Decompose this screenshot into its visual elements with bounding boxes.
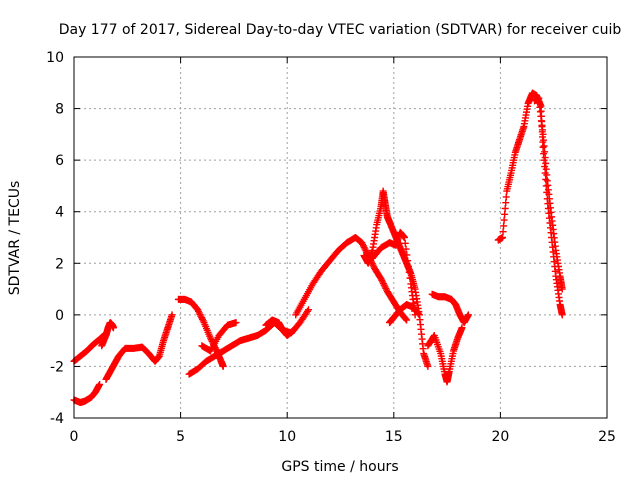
series-arc-7 <box>198 319 240 355</box>
series-arc-2 <box>70 380 104 407</box>
series-arc-15 <box>494 89 566 319</box>
series-arc-12 <box>386 301 423 327</box>
point-arc-6-13-7 <box>303 307 311 315</box>
point-arc-15-11-5 <box>542 175 550 183</box>
point-arc-9-11-2 <box>379 278 387 286</box>
point-arc-9-11-0 <box>377 275 385 283</box>
x-tick-label-10: 10 <box>278 429 296 445</box>
series-arc-1 <box>70 331 108 365</box>
point-arc-11-5-6 <box>405 268 413 276</box>
x-tick-labels: 0 5 10 15 20 25 <box>70 429 616 445</box>
y-axis-label: SDTVAR / TECUs <box>7 181 23 296</box>
point-arc-16-7-0 <box>558 285 566 293</box>
point-arc-9-11-3 <box>379 280 387 288</box>
y-tick-label-6: 6 <box>55 153 64 169</box>
point-arc-9-8-4 <box>361 245 369 253</box>
point-arc-7-4-0 <box>232 319 240 327</box>
x-tick-label-20: 20 <box>491 429 509 445</box>
point-arc-11-5-0 <box>400 234 408 241</box>
y-tick-label--2: -2 <box>50 359 64 375</box>
point-arc-11-5-7 <box>406 274 414 282</box>
series-arc-4 <box>102 311 176 383</box>
y-tick-labels: -4 -2 0 2 4 6 8 10 <box>46 50 64 427</box>
point-arc-11-5-4 <box>404 257 412 265</box>
x-axis-label: GPS time / hours <box>281 459 398 475</box>
y-tick-label-4: 4 <box>55 205 64 221</box>
series-arc-8 <box>262 316 298 339</box>
point-arc-5-3-6 <box>198 315 206 323</box>
point-arc-11-5-5 <box>404 263 412 271</box>
point-arc-9-8-2 <box>359 242 367 250</box>
point-arc-10-17-0 <box>424 362 432 370</box>
point-arc-9-8-5 <box>362 247 370 255</box>
grid-lines <box>74 57 607 418</box>
x-tick-label-15: 15 <box>385 429 403 445</box>
y-tick-label-10: 10 <box>46 50 64 66</box>
series-arc-3 <box>98 319 117 350</box>
y-tick-label-0: 0 <box>55 308 64 324</box>
point-arc-5-3-4 <box>197 312 205 320</box>
point-arc-9-11-5 <box>381 283 389 291</box>
point-arc-15-11-0 <box>539 143 547 151</box>
point-arc-3-5-0 <box>109 324 117 332</box>
point-arc-5-3-5 <box>198 314 206 322</box>
point-arc-13-7-0 <box>464 311 472 319</box>
point-arc-9-14-7 <box>402 315 410 323</box>
point-arc-11-5-2 <box>402 245 410 253</box>
point-arc-9-15-0 <box>403 316 411 324</box>
x-tick-label-0: 0 <box>70 429 79 445</box>
point-arc-14-8-0 <box>458 324 466 332</box>
y-tick-label--4: -4 <box>50 411 64 427</box>
y-tick-label-2: 2 <box>55 256 64 272</box>
point-arc-9-8-3 <box>360 243 368 251</box>
series-arc-16 <box>531 94 566 293</box>
point-arc-2-5-0 <box>96 380 104 388</box>
plot-frame <box>73 56 608 419</box>
x-tick-label-25: 25 <box>598 429 616 445</box>
point-arc-5-3-1 <box>194 307 202 315</box>
point-arc-5-3-7 <box>199 317 207 325</box>
point-arc-11-5-1 <box>401 239 409 247</box>
point-arc-4-12-0 <box>168 311 176 319</box>
x-tick-label-5: 5 <box>176 429 185 445</box>
y-tick-label-8: 8 <box>55 102 64 118</box>
point-arc-5-3-3 <box>196 311 204 319</box>
point-arc-11-5-3 <box>403 251 411 259</box>
point-arc-9-8-1 <box>359 240 367 248</box>
series-arc-10 <box>360 187 432 370</box>
point-arc-8-5-0 <box>290 326 298 334</box>
point-arc-5-3-0 <box>194 306 202 314</box>
point-arc-6-14-0 <box>305 306 313 314</box>
point-arc-5-3-2 <box>195 309 203 317</box>
series-arc-14 <box>424 324 466 386</box>
point-arc-5-5-0 <box>206 334 214 342</box>
series-arc-13 <box>428 290 472 327</box>
point-arc-15-16-0 <box>558 311 566 319</box>
point-arc-9-11-6 <box>382 284 390 292</box>
data-series <box>70 89 566 407</box>
series-arc-6 <box>185 306 313 378</box>
point-arc-9-9-6 <box>369 261 377 269</box>
point-arc-5-8-0 <box>219 362 227 370</box>
point-arc-12-4-7 <box>415 310 423 318</box>
point-arc-12-5-0 <box>415 311 423 319</box>
point-arc-9-11-1 <box>378 276 386 284</box>
point-arc-9-11-4 <box>380 281 388 289</box>
chart-title: Day 177 of 2017, Sidereal Day-to-day VTE… <box>59 22 622 38</box>
point-arc-9-8-0 <box>358 239 366 247</box>
